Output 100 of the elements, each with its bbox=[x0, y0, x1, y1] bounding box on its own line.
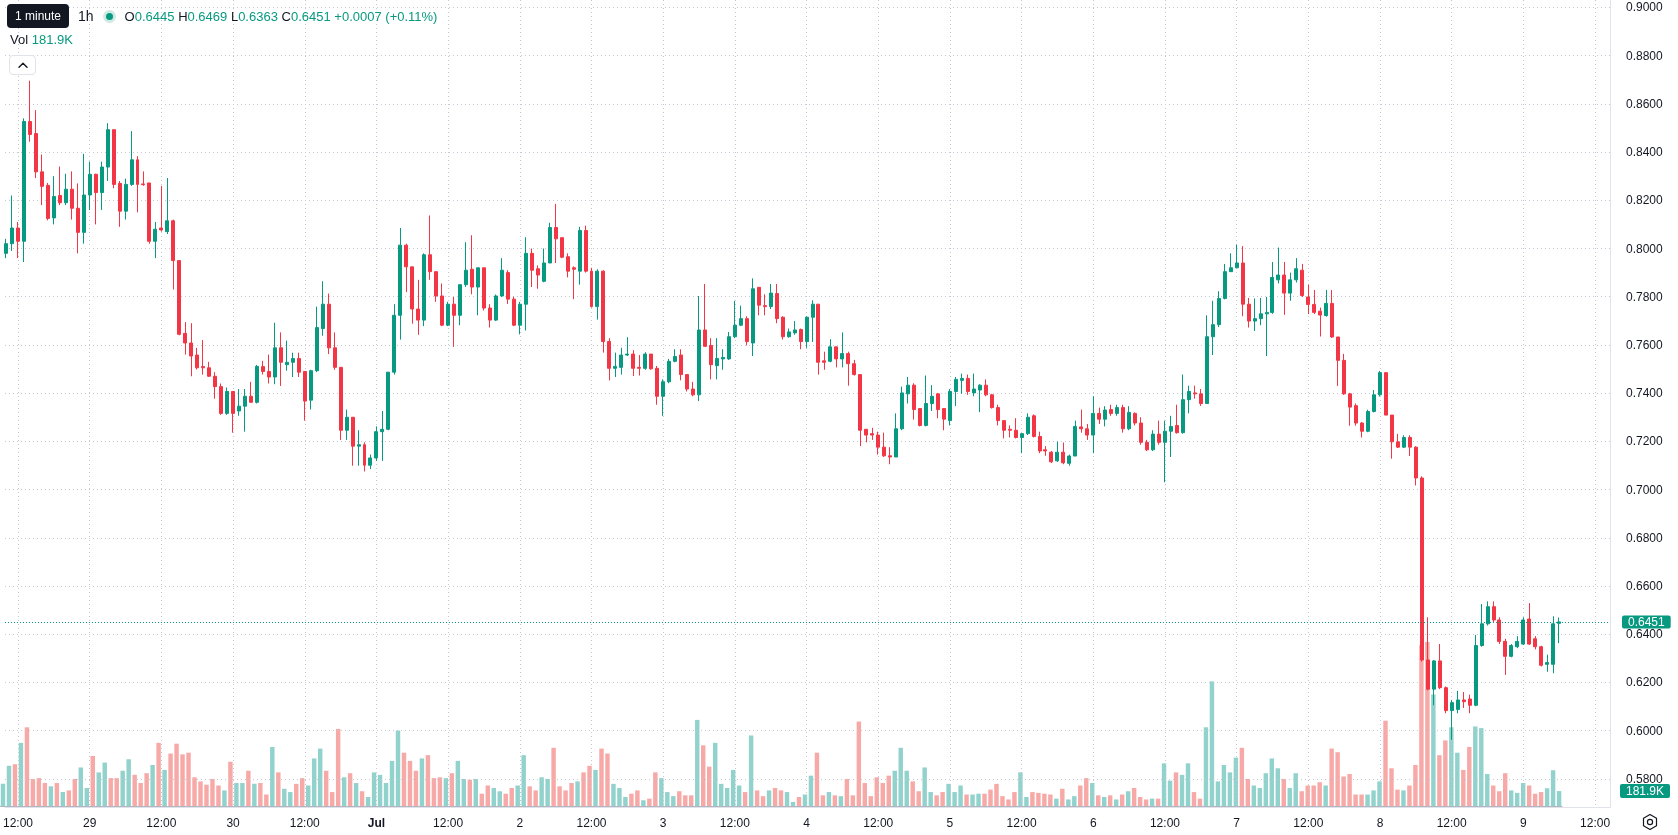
candlestick bbox=[840, 331, 844, 368]
bar bbox=[766, 790, 772, 806]
candlestick bbox=[1247, 297, 1251, 329]
candlestick bbox=[1342, 353, 1346, 396]
candlestick bbox=[816, 303, 820, 376]
candlestick bbox=[225, 387, 229, 416]
y-tick-label: 0.6000 bbox=[1626, 723, 1664, 738]
candlestick bbox=[1545, 654, 1549, 673]
bar bbox=[1263, 773, 1269, 806]
candlestick bbox=[410, 266, 414, 325]
y-tick-label: 0.8200 bbox=[1626, 193, 1664, 208]
candlestick bbox=[1103, 405, 1107, 427]
candlestick bbox=[536, 264, 540, 290]
bar bbox=[826, 792, 832, 806]
y-tick-label: 0.6600 bbox=[1626, 578, 1664, 593]
bar bbox=[0, 783, 6, 806]
candlestick bbox=[351, 416, 355, 467]
candlestick bbox=[715, 337, 719, 380]
x-tick-label: 12:00 bbox=[576, 816, 607, 830]
candlestick bbox=[368, 454, 372, 470]
candlestick bbox=[112, 129, 116, 189]
bar bbox=[389, 760, 395, 806]
bar bbox=[300, 778, 305, 806]
candlestick bbox=[1354, 403, 1358, 427]
x-tick-label: 30 bbox=[226, 816, 241, 830]
y-tick-label: 0.8600 bbox=[1626, 96, 1664, 111]
bar bbox=[880, 783, 885, 806]
candlestick bbox=[649, 353, 653, 371]
bar bbox=[1227, 772, 1233, 806]
annotation: 1 minute bbox=[7, 4, 70, 28]
bar bbox=[42, 783, 48, 806]
candlestick bbox=[494, 294, 498, 322]
bar bbox=[162, 769, 167, 806]
candlestick bbox=[434, 271, 438, 303]
bar bbox=[156, 742, 161, 806]
candlestick bbox=[595, 268, 599, 321]
candlestick bbox=[219, 382, 223, 416]
bar bbox=[1125, 791, 1131, 806]
candlestick bbox=[16, 221, 20, 259]
bar bbox=[575, 781, 580, 806]
candlestick bbox=[924, 375, 928, 427]
bar bbox=[1096, 795, 1101, 806]
x-tick-label: 12:00 bbox=[863, 816, 894, 830]
candlestick bbox=[1211, 300, 1215, 356]
candlestick bbox=[1151, 429, 1155, 452]
candlestick bbox=[1438, 643, 1442, 690]
bar bbox=[832, 795, 838, 806]
bar bbox=[222, 790, 227, 806]
candlestick bbox=[1306, 284, 1310, 315]
candlestick bbox=[1181, 374, 1185, 435]
candlestick bbox=[966, 374, 970, 396]
candlestick bbox=[327, 293, 331, 355]
candlestick bbox=[864, 428, 868, 443]
candlestick bbox=[446, 301, 450, 327]
candlestick bbox=[625, 336, 629, 357]
candlestick bbox=[643, 351, 647, 371]
candlestick bbox=[566, 252, 570, 278]
bar bbox=[96, 772, 101, 806]
bar bbox=[820, 795, 826, 806]
candlestick bbox=[422, 252, 426, 327]
text: 1h bbox=[78, 8, 94, 24]
x-tick-label: 7 bbox=[1233, 816, 1241, 830]
candlestick bbox=[1229, 252, 1233, 273]
bar bbox=[329, 792, 335, 806]
candlestick bbox=[147, 182, 151, 245]
candlestick bbox=[285, 340, 289, 372]
bar bbox=[36, 778, 42, 806]
candlestick bbox=[1014, 417, 1018, 439]
candlestick bbox=[584, 225, 588, 274]
candlestick bbox=[542, 248, 546, 283]
candlestick bbox=[374, 425, 378, 462]
candlestick bbox=[691, 381, 695, 397]
candlestick bbox=[1396, 433, 1400, 449]
candlestick bbox=[46, 182, 50, 221]
candlestick bbox=[805, 315, 809, 349]
x-tick-label: 3 bbox=[659, 816, 667, 830]
bar bbox=[1173, 772, 1179, 806]
candlestick bbox=[106, 122, 110, 182]
candlestick bbox=[1061, 442, 1065, 465]
candlestick bbox=[398, 227, 402, 341]
x-tick-label: 9 bbox=[1520, 816, 1528, 830]
bar bbox=[1287, 787, 1292, 806]
candlestick bbox=[1402, 434, 1406, 449]
candlestick bbox=[679, 348, 683, 381]
candlestick bbox=[416, 279, 420, 336]
bar bbox=[1508, 790, 1514, 806]
bar bbox=[455, 760, 461, 806]
candlestick bbox=[70, 170, 74, 221]
bar bbox=[1113, 799, 1119, 806]
candlestick bbox=[40, 154, 44, 206]
candlestick bbox=[267, 354, 271, 384]
candlestick bbox=[303, 370, 307, 422]
x-tick-label: 8 bbox=[1376, 816, 1384, 830]
candlestick bbox=[1097, 407, 1101, 425]
bar bbox=[449, 773, 455, 806]
candlestick bbox=[392, 303, 396, 376]
y-tick-label: 0.8800 bbox=[1626, 48, 1664, 63]
candlestick bbox=[894, 412, 898, 458]
candlestick bbox=[1175, 404, 1179, 435]
candlestick bbox=[273, 322, 277, 385]
